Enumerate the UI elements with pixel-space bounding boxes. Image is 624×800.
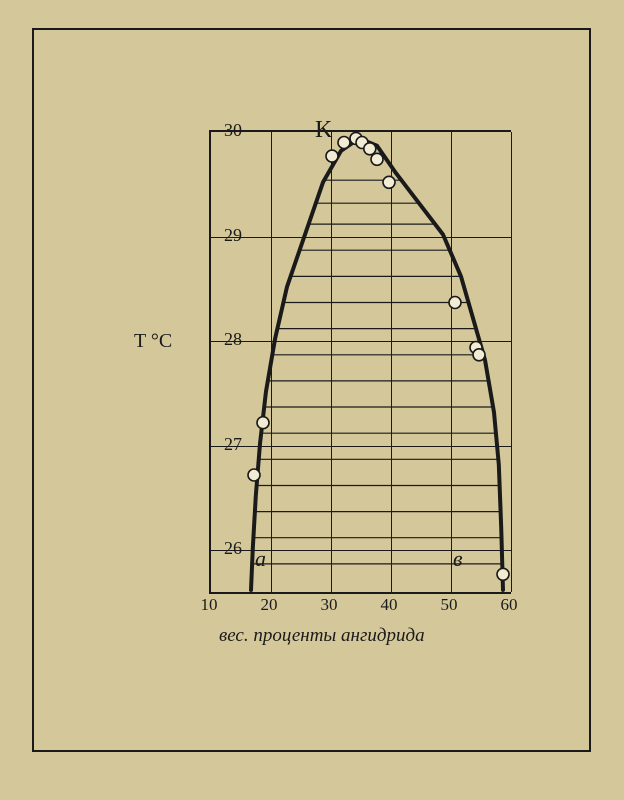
binodal-curve: [251, 138, 503, 590]
data-point: [257, 417, 269, 429]
x-tick-label: 10: [189, 595, 229, 615]
y-tick-label: 30: [182, 120, 242, 141]
data-point: [326, 150, 338, 162]
outer-frame: T °C вес. проценты ангидрида K а в 10 20 3…: [32, 28, 591, 752]
data-point: [449, 297, 461, 309]
data-point: [338, 137, 350, 149]
x-tick-label: 60: [489, 595, 529, 615]
x-tick-label: 30: [309, 595, 349, 615]
data-point: [248, 469, 260, 481]
chart-svg: [209, 130, 509, 590]
annotation-a: а: [255, 546, 266, 572]
y-tick-label: 26: [182, 538, 242, 559]
x-axis-title: вес. проценты ангидрида: [219, 625, 425, 647]
x-tick-label: 50: [429, 595, 469, 615]
x-tick-label: 20: [249, 595, 289, 615]
data-point: [383, 176, 395, 188]
phase-diagram-chart: T °C вес. проценты ангидрида K а в 10 20 3…: [114, 120, 554, 680]
x-tick-label: 40: [369, 595, 409, 615]
data-point: [371, 153, 383, 165]
gridline-v: [511, 132, 512, 592]
data-point: [364, 143, 376, 155]
y-tick-label: 27: [182, 434, 242, 455]
y-tick-label: 29: [182, 225, 242, 246]
data-point: [473, 349, 485, 361]
annotation-K: K: [315, 117, 332, 144]
y-tick-label: 28: [182, 329, 242, 350]
data-point: [497, 568, 509, 580]
y-axis-title: T °C: [134, 330, 172, 353]
annotation-b: в: [453, 546, 463, 572]
